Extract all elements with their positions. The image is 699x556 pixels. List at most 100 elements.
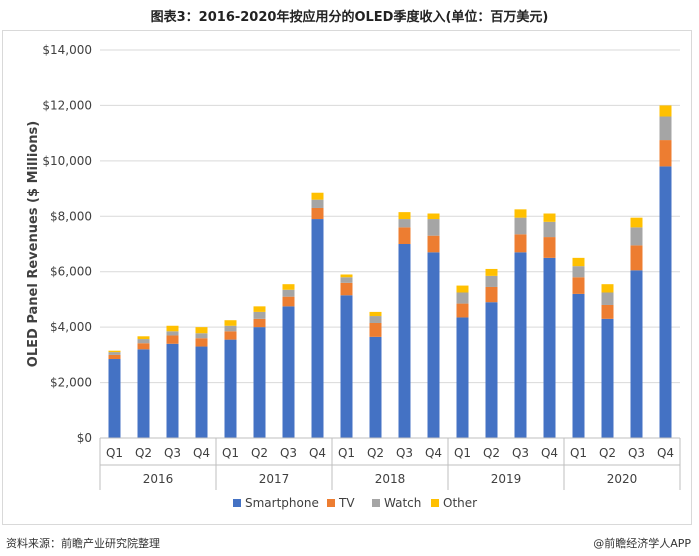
bar-segment-watch [630,227,643,246]
bar-segment-tv [601,304,614,319]
x-tick-label: Q4 [657,446,674,460]
legend-label: Other [443,496,477,510]
x-tick-label: Q3 [512,446,529,460]
y-tick-label: $14,000 [42,43,92,57]
bar-segment-tv [311,207,324,220]
x-tick-label: Q1 [338,446,355,460]
legend-swatch [372,499,380,507]
y-tick-label: $12,000 [42,98,92,112]
bar-segment-smartphone [224,339,237,438]
bar-segment-tv [398,227,411,244]
footer: 资料来源：前瞻产业研究院整理 @前瞻经济学人APP [0,531,699,556]
bar-segment-tv [282,296,295,307]
bar-segment-other [195,327,208,334]
legend-label: Watch [384,496,421,510]
bar-segment-other [369,311,382,317]
y-tick-label: $4,000 [50,320,92,334]
bar-segment-smartphone [572,293,585,438]
bar-segment-other [514,209,527,218]
bar-segment-other [485,268,498,276]
bar-segment-watch [311,199,324,208]
y-tick-label: $6,000 [50,265,92,279]
x-tick-label: Q2 [367,446,384,460]
bar-segment-smartphone [369,336,382,438]
bar-segment-smartphone [398,244,411,438]
x-tick-label: Q4 [541,446,558,460]
bar-segment-smartphone [340,295,353,438]
bar-segment-other [253,306,266,312]
bar-segment-watch [195,333,208,339]
bar-segment-other [630,217,643,228]
x-tick-label: Q4 [193,446,210,460]
x-tick-label: Q3 [628,446,645,460]
year-label: 2019 [491,472,522,486]
bar-segment-tv [659,140,672,167]
bar-segment-other [108,350,121,353]
y-tick-label: $8,000 [50,209,92,223]
bar-segment-watch [369,316,382,323]
bar-segment-tv [253,318,266,328]
bar-segment-smartphone [659,166,672,438]
bar-segment-smartphone [601,318,614,438]
year-label: 2020 [607,472,638,486]
bar-segment-other [659,105,672,117]
bar-segment-watch [253,311,266,319]
legend-swatch [431,499,439,507]
bar-segment-tv [485,286,498,303]
bar-segment-smartphone [166,343,179,438]
bar-segment-tv [543,237,556,258]
bar-segment-smartphone [282,306,295,438]
legend-label: Smartphone [245,496,319,510]
bar-segment-watch [456,292,469,304]
bar-segment-watch [224,325,237,332]
chart-title: 图表3：2016-2020年按应用分的OLED季度收入(单位：百万美元) [150,10,549,25]
bar-segment-watch [137,339,150,344]
bar-segment-other [224,320,237,326]
bar-segment-watch [166,331,179,336]
bar-segment-smartphone [485,302,498,438]
bar-segment-tv [108,354,121,360]
bar-segment-tv [369,322,382,337]
bar-segment-smartphone [543,257,556,438]
y-tick-label: $2,000 [50,376,92,390]
bar-segment-tv [427,235,440,253]
x-tick-label: Q2 [483,446,500,460]
bar-segment-watch [572,266,585,278]
bar-segment-watch [514,217,527,235]
year-label: 2016 [143,472,174,486]
bar-segment-smartphone [456,317,469,438]
bar-segment-smartphone [514,252,527,438]
x-tick-label: Q2 [599,446,616,460]
x-tick-label: Q1 [106,446,123,460]
bar-segment-tv [572,277,585,294]
x-tick-label: Q1 [454,446,471,460]
bar-segment-watch [108,352,121,355]
bar-segment-tv [195,338,208,347]
bar-segment-smartphone [311,219,324,438]
bar-segment-watch [543,221,556,238]
x-tick-label: Q1 [570,446,587,460]
bar-segment-tv [137,343,150,350]
bar-segment-other [282,284,295,290]
x-tick-label: Q3 [280,446,297,460]
bar-segment-tv [456,303,469,318]
bar-segment-other [398,212,411,220]
bar-segment-other [456,285,469,293]
x-tick-label: Q2 [135,446,152,460]
y-tick-label: $0 [77,431,92,445]
bar-segment-other [572,257,585,267]
bar-segment-other [166,325,179,332]
bar-segment-other [340,274,353,278]
legend-label: TV [338,496,355,510]
bar-segment-smartphone [253,327,266,438]
bar-segment-tv [630,245,643,271]
legend-swatch [327,499,335,507]
year-label: 2017 [259,472,290,486]
bar-segment-other [543,213,556,222]
bar-segment-smartphone [427,252,440,438]
y-tick-label: $10,000 [42,154,92,168]
x-tick-label: Q1 [222,446,239,460]
bar-segment-tv [224,331,237,340]
bar-segment-tv [166,335,179,344]
